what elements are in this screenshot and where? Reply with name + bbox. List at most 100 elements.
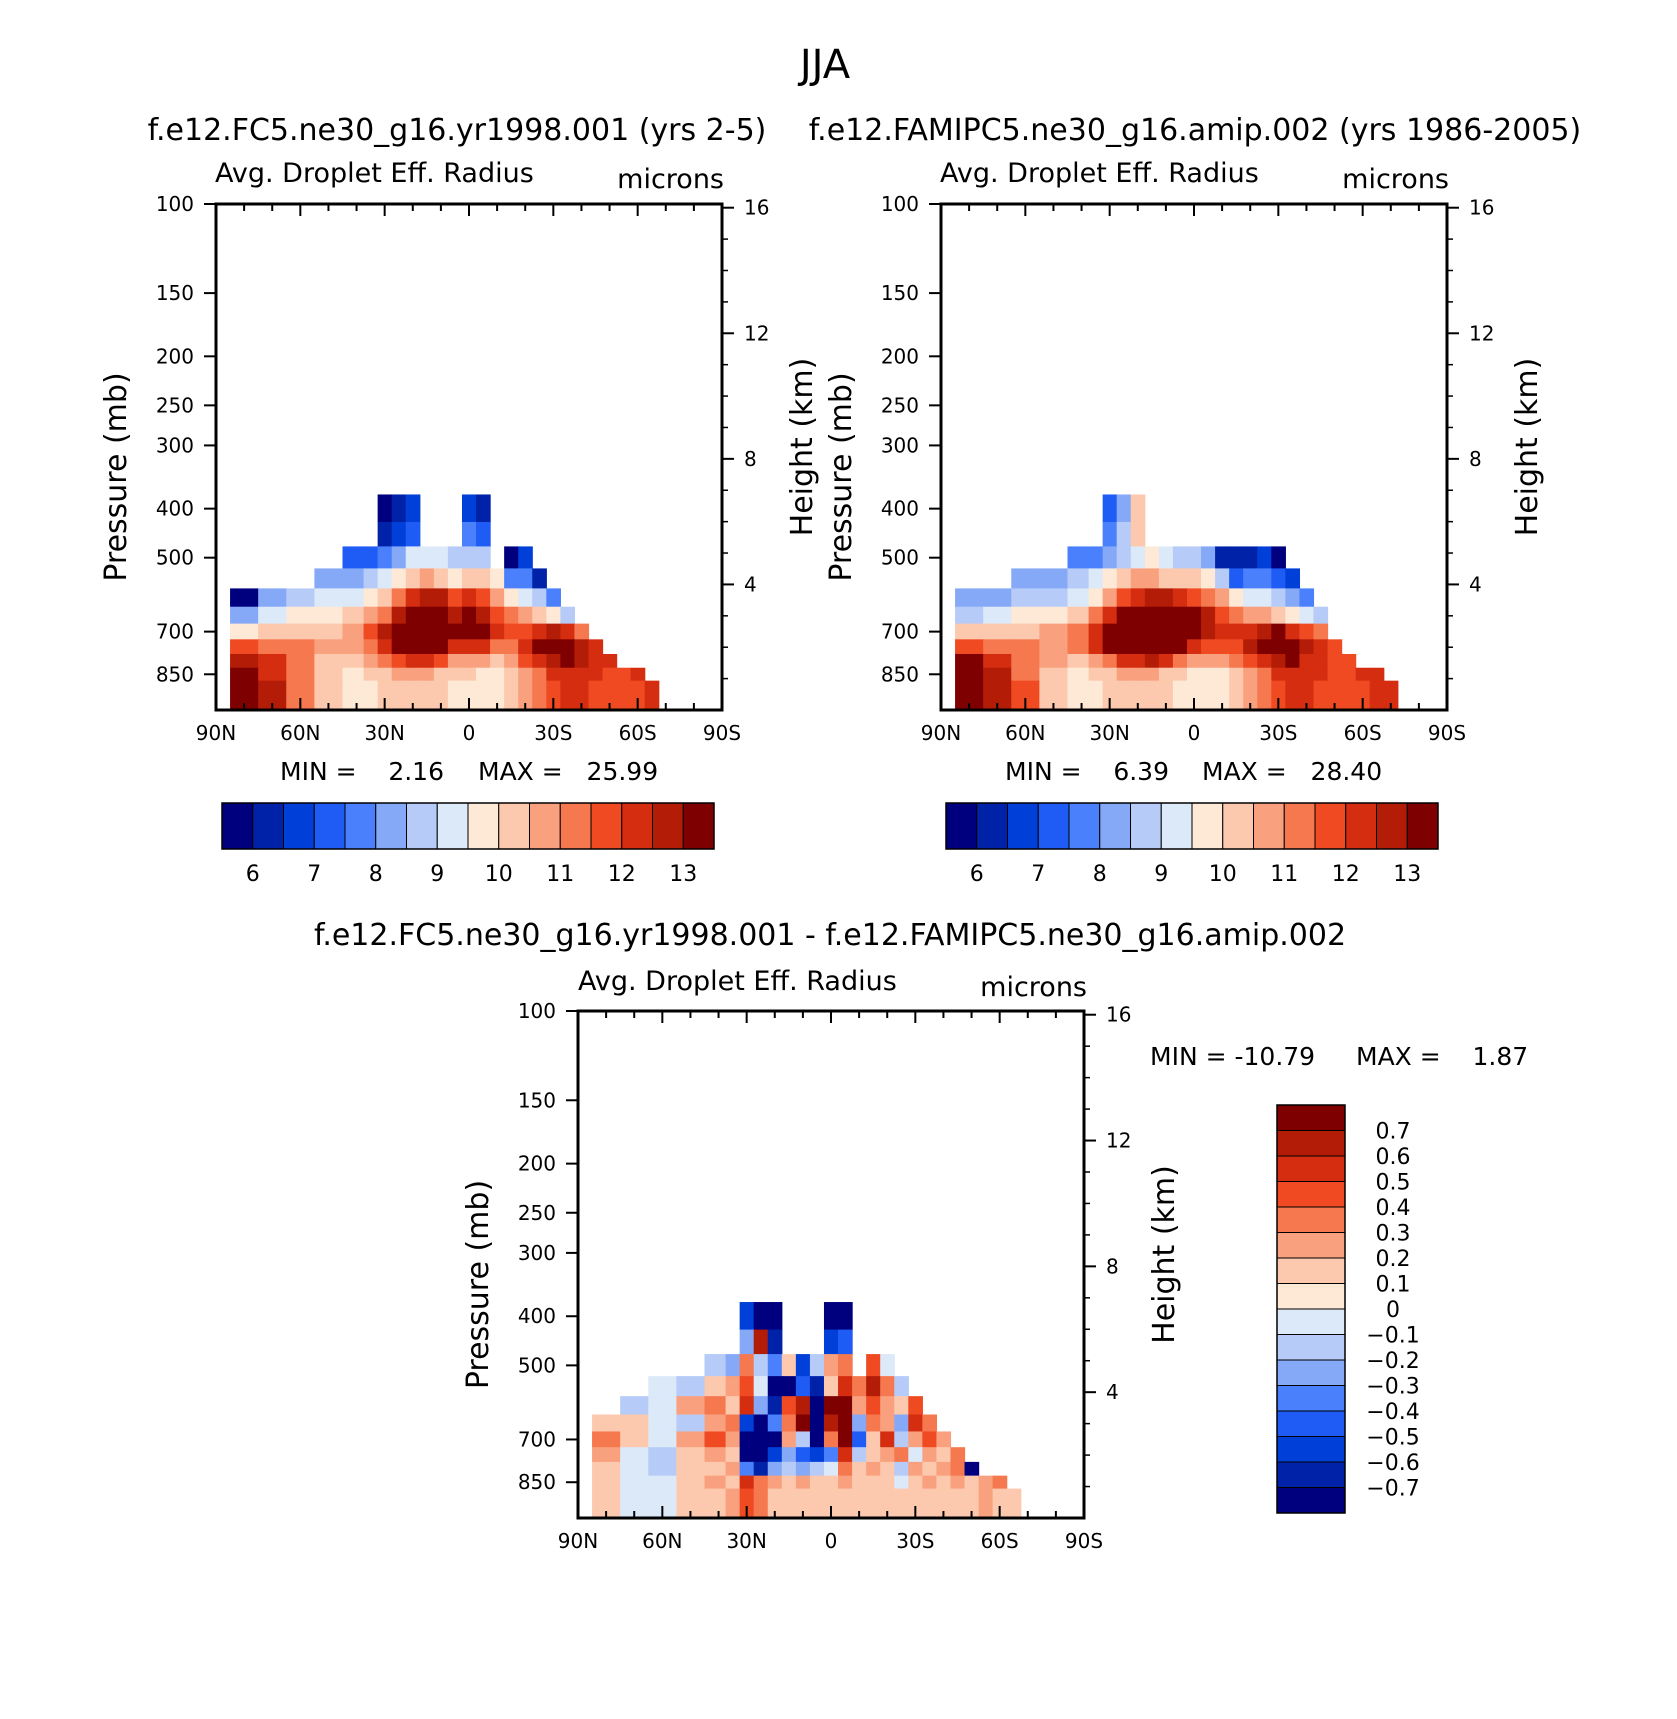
- field-cell: [1172, 568, 1188, 589]
- field-cell: [795, 1354, 811, 1377]
- field-cell: [1130, 667, 1146, 682]
- field-cell: [592, 1414, 621, 1433]
- colorbar-frame: [221, 802, 715, 850]
- field-cell: [1088, 680, 1104, 711]
- field-cell: [1257, 606, 1272, 625]
- field-cell: [1116, 667, 1132, 682]
- field-cell: [1102, 588, 1118, 608]
- field-cell: [532, 606, 547, 625]
- field-cell: [739, 1461, 755, 1477]
- field-cell: [620, 1475, 649, 1490]
- field-cell: [419, 639, 435, 655]
- colorbar-label: 13: [1393, 862, 1421, 887]
- colorbar-box: [1276, 1359, 1346, 1386]
- y-tick-label: 100: [518, 999, 556, 1023]
- field-cell: [1006, 1488, 1022, 1519]
- field-cell: [532, 667, 547, 682]
- field-cell: [795, 1488, 811, 1519]
- x-tick-label: 60N: [642, 1529, 682, 1553]
- field-cell: [230, 653, 259, 669]
- field-cell: [936, 1461, 952, 1477]
- colorbar-label: 0.7: [1376, 1120, 1411, 1145]
- colorbar-box: [1276, 1436, 1346, 1463]
- field-cell: [950, 1475, 966, 1490]
- field-cell: [753, 1431, 769, 1448]
- field-cell: [753, 1414, 769, 1433]
- field-cell: [258, 639, 287, 655]
- field-cell: [1102, 546, 1118, 570]
- field-cell: [838, 1354, 853, 1377]
- field-cell: [852, 1447, 867, 1463]
- field-cell: [342, 588, 365, 608]
- field-cell: [419, 606, 435, 625]
- field-cell: [476, 680, 491, 711]
- field-cell: [532, 653, 547, 669]
- panel-3-min-label: MIN = -10.79: [1150, 1042, 1315, 1071]
- field-cell: [447, 653, 463, 669]
- field-cell: [1201, 588, 1216, 608]
- field-cell: [1313, 667, 1329, 682]
- field-cell: [823, 1461, 839, 1477]
- field-cell: [592, 1431, 621, 1448]
- field-cell: [908, 1447, 923, 1463]
- field-cell: [230, 623, 259, 640]
- field-cell: [230, 639, 259, 655]
- field-cell: [363, 588, 379, 608]
- field-cell: [823, 1376, 839, 1397]
- field-cell: [1011, 568, 1040, 589]
- y2-tick-label: 12: [1106, 1129, 1131, 1153]
- field-cell: [314, 623, 344, 640]
- field-cell: [1011, 639, 1040, 655]
- colorbar-label: −0.7: [1366, 1477, 1419, 1502]
- field-cell: [838, 1414, 853, 1433]
- y2-tick-label: 16: [1469, 196, 1494, 220]
- field-cell: [1039, 639, 1069, 655]
- colorbar-box: [1276, 1232, 1346, 1259]
- field-cell: [405, 494, 421, 523]
- field-cell: [978, 1475, 994, 1490]
- x-tick-label: 90N: [921, 721, 961, 745]
- field-cell: [620, 1447, 649, 1463]
- field-cell: [419, 568, 435, 589]
- field-cell: [1130, 546, 1146, 570]
- field-cell: [342, 568, 365, 589]
- field-cell: [546, 639, 561, 655]
- field-cell: [823, 1396, 839, 1416]
- field-cell: [1285, 667, 1301, 682]
- y-axis-label: Pressure (mb): [824, 372, 859, 581]
- y-tick-label: 150: [156, 281, 194, 305]
- field-cell: [1215, 667, 1230, 682]
- colorbar-box: [976, 802, 1008, 850]
- field-cell: [1144, 606, 1160, 625]
- panel-2-subtitle-right: microns: [1342, 164, 1449, 195]
- field-cell: [922, 1414, 938, 1433]
- field-cell: [1102, 680, 1118, 711]
- field-cell: [1243, 639, 1258, 655]
- field-cell: [1201, 568, 1216, 589]
- field-cells: [955, 494, 1399, 711]
- field-cell: [476, 639, 491, 655]
- y-tick-label: 500: [881, 546, 919, 570]
- colorbar-label: 0.5: [1376, 1171, 1411, 1196]
- field-cell: [983, 639, 1012, 655]
- field-cell: [676, 1376, 706, 1397]
- colorbar-label: 10: [485, 862, 513, 887]
- field-cell: [258, 606, 287, 625]
- field-cell: [1088, 546, 1104, 570]
- field-cell: [753, 1329, 769, 1355]
- x-tick-label: 60N: [280, 721, 320, 745]
- y-tick-label: 500: [518, 1353, 556, 1377]
- field-cell: [1130, 494, 1146, 523]
- field-cell: [314, 568, 344, 589]
- colorbar-box: [1099, 802, 1131, 850]
- colorbar-box: [1276, 1181, 1346, 1208]
- field-cell: [419, 623, 435, 640]
- field-cell: [1229, 588, 1244, 608]
- colorbar-label: −0.6: [1366, 1451, 1419, 1476]
- field-cell: [419, 653, 435, 669]
- colorbar-label: 7: [307, 862, 321, 887]
- field-cell: [476, 521, 491, 548]
- field-cell: [823, 1329, 839, 1355]
- field-cell: [518, 588, 533, 608]
- field-cell: [809, 1488, 825, 1519]
